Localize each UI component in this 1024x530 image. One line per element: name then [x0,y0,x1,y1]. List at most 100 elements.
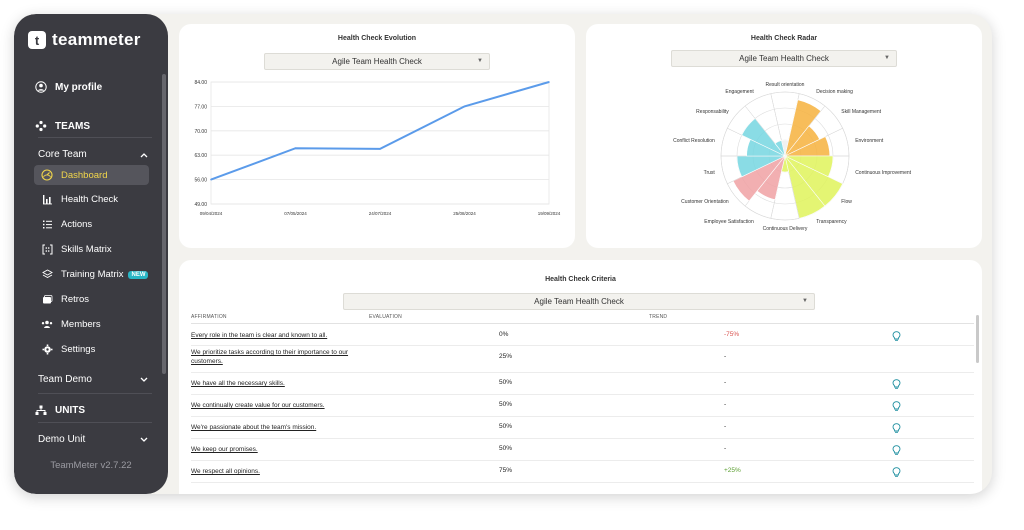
lightbulb-icon[interactable] [892,465,901,483]
sidebar-item-training-matrix[interactable]: Training Matrix NEW [40,269,162,280]
criteria-title: Health Check Criteria [545,276,616,283]
y-tick-label: 49.00 [194,202,207,208]
hierarchy-icon [34,405,48,416]
evolution-chart: 49.00 56.00 63.00 70.00 77.00 84.00 09/04/2024… [194,80,560,216]
demo-unit-label: Demo Unit [38,434,86,445]
x-tick-label: 25/08/2024 [453,211,476,216]
sidebar-item-label: Dashboard [61,169,108,181]
radar-category-label: Trust [704,170,716,176]
table-row[interactable]: Every role in the team is clear and know… [191,324,974,346]
table-row[interactable]: We have all the necessary skills. 50% - [191,372,974,395]
evaluation-value: 25% [499,353,513,360]
sidebar-item-label: Skills Matrix [61,244,112,255]
radar-select-value: Agile Team Health Check [739,54,829,63]
x-tick-label: 09/04/2024 [200,211,223,216]
table-row[interactable]: We keep our promises. 50% - [191,438,974,461]
table-scrollbar[interactable] [976,315,979,363]
sidebar-item-label: Actions [61,219,93,230]
chevron-down-icon[interactable] [140,375,148,385]
trend-value: - [724,379,727,386]
new-badge: NEW [128,270,149,279]
members-icon [40,319,54,330]
radar-chart: Result orientation Decision making Skill M… [673,82,912,232]
chevron-down-icon[interactable] [140,435,148,445]
team-team-demo[interactable]: Team Demo [38,374,148,385]
sidebar-item-label: Training Matrix [61,269,124,280]
evolution-select[interactable]: Agile Team Health Check ▼ [264,53,490,70]
trend-value: - [724,423,727,430]
sidebar-item-settings[interactable]: Settings [40,344,150,355]
affirmation-link[interactable]: We continually create value for our cust… [191,402,325,409]
divider [38,137,152,138]
y-tick-label: 70.00 [194,129,207,135]
sidebar-section-units: UNITS [34,405,159,416]
logo[interactable]: t teammeter [28,30,141,50]
team-core-team[interactable]: Core Team [38,149,148,160]
lightbulb-icon[interactable] [892,399,901,417]
radar-category-label: Engagement [725,89,754,95]
lightbulb-icon[interactable] [892,443,901,461]
evaluation-value: 75% [499,467,513,474]
affirmation-link[interactable]: We keep our promises. [191,446,258,453]
header-evaluation: EVALUATION [369,314,402,320]
sidebar-item-label: Settings [61,344,96,355]
gear-icon [40,344,54,355]
chevron-down-icon: ▼ [477,58,483,64]
table-row[interactable]: We continually create value for our cust… [191,394,974,417]
radar-sector [774,140,786,157]
evaluation-value: 50% [499,445,513,452]
affirmation-link[interactable]: Every role in the team is clear and know… [191,332,328,339]
affirmation-link[interactable]: We have all the necessary skills. [191,380,285,387]
sidebar-item-my-profile[interactable]: My profile [34,81,159,93]
radar-category-label: Responsability [696,109,729,115]
table-row[interactable]: We respect all opinions. 75% +25% [191,460,974,483]
sidebar: t teammeter My profile TEAMS Core Team [14,14,168,494]
y-tick-label: 63.00 [194,153,207,159]
radar-category-label: Transparency [816,219,847,225]
lightbulb-icon[interactable] [892,421,901,439]
radar-category-label: Flow [841,199,852,205]
chevron-up-icon[interactable] [140,150,148,160]
lightbulb-icon[interactable] [892,377,901,395]
evolution-select-value: Agile Team Health Check [332,57,422,66]
evaluation-value: 50% [499,423,513,430]
plot-area [210,81,550,205]
sidebar-item-label: Members [61,319,101,330]
radar-category-label: Continuous Delivery [763,226,808,232]
lightbulb-icon[interactable] [892,329,901,347]
sidebar-item-health-check[interactable]: Health Check [40,194,150,205]
unit-demo-unit[interactable]: Demo Unit [38,434,148,445]
radar-card: Health Check Radar Agile Team Health Che… [586,24,982,248]
affirmation-link[interactable]: We prioritize tasks according to their i… [191,349,349,365]
sidebar-item-actions[interactable]: Actions [40,219,150,230]
affirmation-link[interactable]: We're passionate about the team's missio… [191,424,317,431]
radar-category-label: Decision making [816,89,853,95]
radar-select[interactable]: Agile Team Health Check ▼ [671,50,897,67]
logo-text: teammeter [52,30,141,49]
sidebar-item-dashboard[interactable]: Dashboard [40,169,150,181]
criteria-select[interactable]: Agile Team Health Check ▼ [343,293,815,310]
criteria-select-value: Agile Team Health Check [534,297,624,306]
y-tick-label: 84.00 [194,80,207,86]
data-point [210,178,212,181]
sidebar-item-members[interactable]: Members [40,319,150,330]
units-label: UNITS [55,405,85,416]
sidebar-item-skills-matrix[interactable]: Skills Matrix [40,244,150,255]
radar-category-label: Environment [855,138,884,144]
sidebar-item-label: Retros [61,294,89,305]
cards-icon [40,294,54,305]
sidebar-item-retros[interactable]: Retros [40,294,150,305]
bar-chart-icon [40,194,54,205]
affirmation-link[interactable]: We respect all opinions. [191,468,260,475]
table-row[interactable]: We're passionate about the team's missio… [191,416,974,439]
sidebar-item-label: Health Check [61,194,119,205]
data-point [463,105,466,108]
sidebar-section-teams: TEAMS [34,120,159,132]
trend-value: +25% [724,467,741,474]
table-row[interactable]: We prioritize tasks according to their i… [191,345,974,373]
sidebar-scrollbar[interactable] [162,74,166,374]
header-trend: TREND [649,314,668,320]
matrix-icon [40,244,54,255]
evolution-card: Health Check Evolution Agile Team Health… [179,24,575,248]
gauge-icon [40,169,54,181]
